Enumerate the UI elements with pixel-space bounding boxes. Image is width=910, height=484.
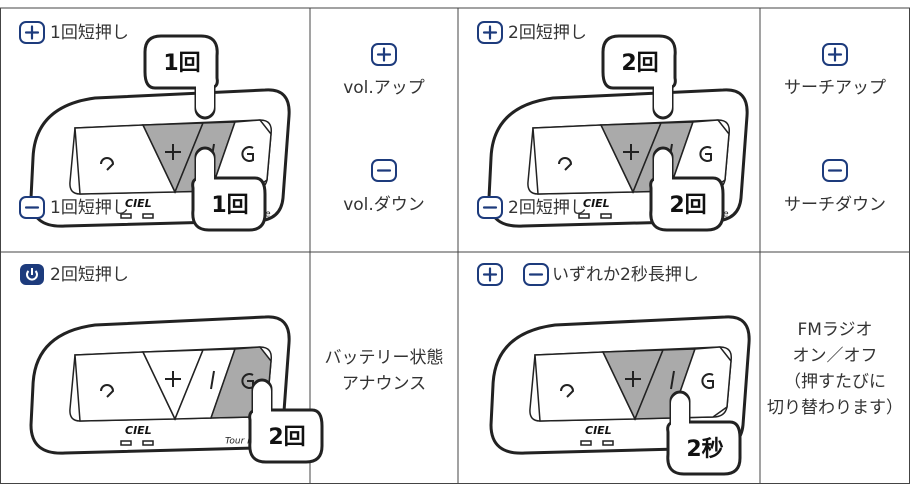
instruction: 2回短押し <box>508 23 587 43</box>
button-glyph <box>558 157 573 171</box>
device-logo: CIEL <box>585 424 612 437</box>
icon-glyph <box>26 270 38 281</box>
device-illustration: CIEL Tour mate <box>29 315 291 455</box>
button-glyph <box>100 384 115 398</box>
press-badge: 2回 <box>621 51 658 76</box>
device-logo: CIEL <box>125 197 152 210</box>
button-glyph <box>699 146 712 162</box>
press-badge: 1回 <box>163 51 200 76</box>
minus-icon <box>477 196 503 219</box>
instruction: 2回短押し <box>508 198 587 218</box>
button-glyph <box>560 384 575 398</box>
device-led <box>580 440 592 446</box>
press-badge: 2回 <box>669 193 706 218</box>
minus-icon <box>822 159 848 182</box>
button-glyph <box>670 370 675 390</box>
button-glyph <box>210 370 215 390</box>
plus-icon <box>19 21 45 44</box>
device-logo: CIEL <box>583 197 610 210</box>
device-led <box>120 440 132 446</box>
action: FMラジオ <box>797 320 872 340</box>
button-glyph <box>100 157 115 171</box>
button-glyph <box>241 146 254 162</box>
instruction: 2回短押し <box>50 265 129 285</box>
press-badge: 2回 <box>268 425 305 450</box>
action: サーチダウン <box>784 195 886 215</box>
power-icon <box>20 264 44 285</box>
action: アナウンス <box>342 374 426 394</box>
device-led <box>142 440 154 446</box>
button-glyph <box>701 373 714 389</box>
device-led <box>142 213 154 219</box>
plus-icon <box>822 43 848 66</box>
device-led <box>602 440 614 446</box>
instruction: いずれか2秒長押し <box>552 265 699 285</box>
plus-icon <box>371 43 397 66</box>
device-led <box>120 213 132 219</box>
action: vol.ダウン <box>343 195 425 215</box>
minus-icon <box>371 159 397 182</box>
minus-icon <box>523 263 549 286</box>
device-model: Tour mate <box>225 437 271 447</box>
content: 1回短押しCIELTour mate1回1回1回短押し2回短押しCIELTour… <box>19 21 903 476</box>
device-led <box>600 213 612 219</box>
action: （押すたびに <box>784 372 886 392</box>
plus-icon <box>477 263 503 286</box>
action: サーチアップ <box>784 78 886 98</box>
device-led <box>578 213 590 219</box>
action: バッテリー状態 <box>325 348 444 368</box>
minus-icon <box>19 196 45 219</box>
action: オン／オフ <box>793 346 878 366</box>
instruction: 1回短押し <box>50 23 129 43</box>
instruction: 1回短押し <box>50 198 129 218</box>
press-badge: 1回 <box>211 193 248 218</box>
device-logo: CIEL <box>125 424 152 437</box>
action: vol.アップ <box>343 78 425 98</box>
plus-icon <box>477 21 503 44</box>
action: 切り替わります） <box>767 398 903 418</box>
press-badge: 2秒 <box>686 437 723 462</box>
